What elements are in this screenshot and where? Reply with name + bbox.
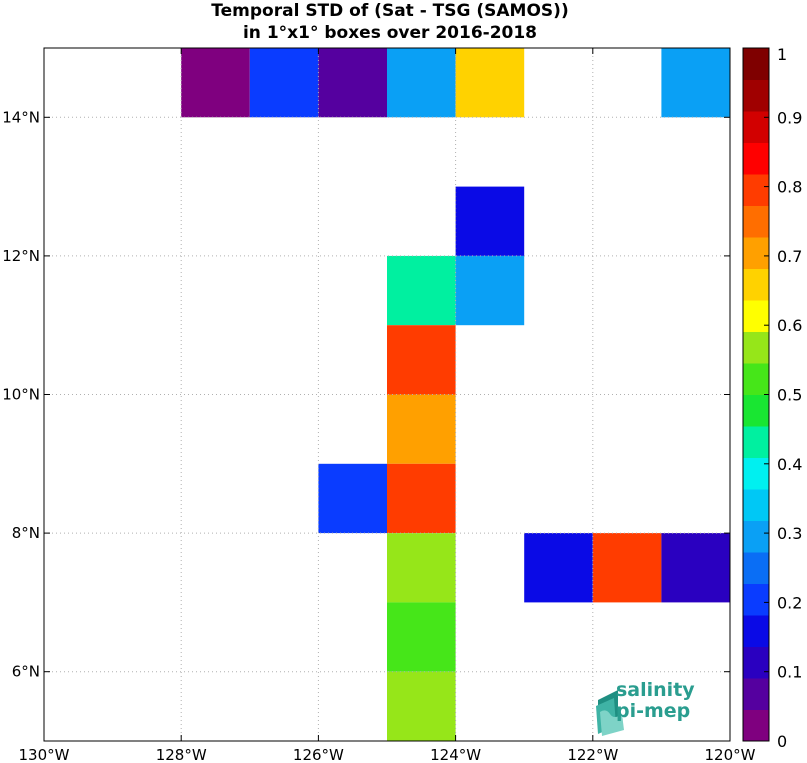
x-tick-label-2: 126°W	[293, 746, 344, 763]
heatmap-cell-3	[387, 48, 456, 118]
x-tick-label-0: 130°W	[19, 746, 70, 763]
colorbar-tick-label-5: 0.5	[777, 386, 802, 405]
colorbar-segment-10	[743, 394, 769, 427]
colorbar-tick-label-6: 0.6	[777, 316, 802, 335]
colorbar: 0 0.1 0.2 0.3 0.4 0.5 0.6 0.7 0.8 0.9 1	[742, 45, 802, 751]
colorbar-segment-6	[743, 520, 769, 553]
heatmap-cell-2	[318, 48, 387, 118]
colorbar-segment-20	[743, 79, 769, 112]
heatmap-cell-16	[661, 533, 730, 603]
heatmap-cell-6	[455, 186, 525, 256]
logo-wave-icon	[596, 690, 624, 736]
heatmap-cell-11	[318, 463, 387, 534]
colorbar-segment-13	[743, 300, 769, 332]
axis-ticks: 130°W 128°W 126°W 124°W 122°W 120°W 6°N 8°N 10°N…	[2, 48, 756, 763]
colorbar-segment-16	[743, 205, 769, 238]
logo-text-line-1: salinity	[616, 679, 695, 701]
heatmap-cell-8	[455, 255, 525, 326]
colorbar-segment-11	[743, 363, 769, 395]
colorbar-segment-12	[743, 331, 769, 364]
colorbar-segment-1	[743, 678, 769, 710]
chart-title-line-2: in 1°x1° boxes over 2016-2018	[242, 23, 538, 43]
colorbar-segment-9	[743, 426, 769, 458]
heatmap-cell-14	[524, 533, 593, 603]
x-tick-label-1: 128°W	[156, 746, 207, 763]
heatmap-cell-10	[387, 394, 456, 464]
colorbar-tick-label-1: 0.1	[777, 663, 802, 682]
colorbar-tick-label-2: 0.2	[777, 593, 802, 612]
colorbar-segment-7	[743, 489, 769, 521]
colorbar-tick-label-7: 0.7	[777, 247, 802, 266]
heatmap-cell-18	[387, 671, 456, 741]
colorbar-tick-label-9: 0.9	[777, 108, 802, 127]
y-tick-label-2: 10°N	[2, 386, 40, 404]
heatmap-cell-0	[181, 48, 250, 118]
colorbar-segment-2	[743, 646, 769, 679]
colorbar-tick-label-8: 0.8	[777, 178, 802, 197]
heatmap-cell-5	[661, 48, 730, 118]
heatmap-cell-17	[387, 602, 456, 672]
x-tick-label-4: 122°W	[567, 746, 618, 763]
heatmap-cell-4	[455, 48, 525, 118]
colorbar-segment-18	[743, 142, 769, 175]
colorbar-tick-label-3: 0.3	[777, 524, 802, 543]
heatmap-cell-15	[592, 533, 662, 603]
colorbar-segment-17	[743, 174, 769, 206]
chart-title: Temporal STD of (Sat - TSG (SAMOS)) in 1…	[0, 0, 780, 44]
y-tick-label-4: 14°N	[2, 108, 40, 126]
heatmap-cell-13	[387, 533, 456, 603]
colorbar-segment-4	[743, 583, 769, 616]
cells-layer	[181, 48, 730, 741]
colorbar-segment-5	[743, 552, 769, 584]
colorbar-segment-19	[743, 111, 769, 143]
x-tick-label-3: 124°W	[430, 746, 481, 763]
colorbar-segment-21	[743, 48, 769, 80]
colorbar-segment-0	[743, 709, 769, 742]
colorbar-tick-label-0: 0	[777, 732, 787, 751]
y-tick-label-0: 6°N	[12, 663, 40, 681]
colorbar-tick-label-10: 1	[777, 45, 787, 64]
colorbar-segment-3	[743, 615, 769, 647]
y-tick-label-3: 12°N	[2, 247, 40, 265]
colorbar-segment-14	[743, 268, 769, 301]
chart-title-line-1: Temporal STD of (Sat - TSG (SAMOS))	[211, 1, 569, 21]
salinity-pi-mep-logo: salinity pi-mep	[596, 679, 695, 736]
colorbar-tick-label-4: 0.4	[777, 455, 802, 474]
heatmap-cell-1	[249, 48, 319, 118]
heatmap-cell-9	[387, 325, 456, 395]
y-tick-label-1: 8°N	[12, 524, 40, 542]
x-tick-label-5: 120°W	[705, 746, 756, 763]
colorbar-segment-8	[743, 457, 769, 490]
heatmap-cell-12	[387, 463, 456, 534]
colorbar-segment-15	[743, 237, 769, 269]
heatmap-cell-7	[387, 255, 456, 326]
logo-text-line-2: pi-mep	[616, 700, 690, 722]
